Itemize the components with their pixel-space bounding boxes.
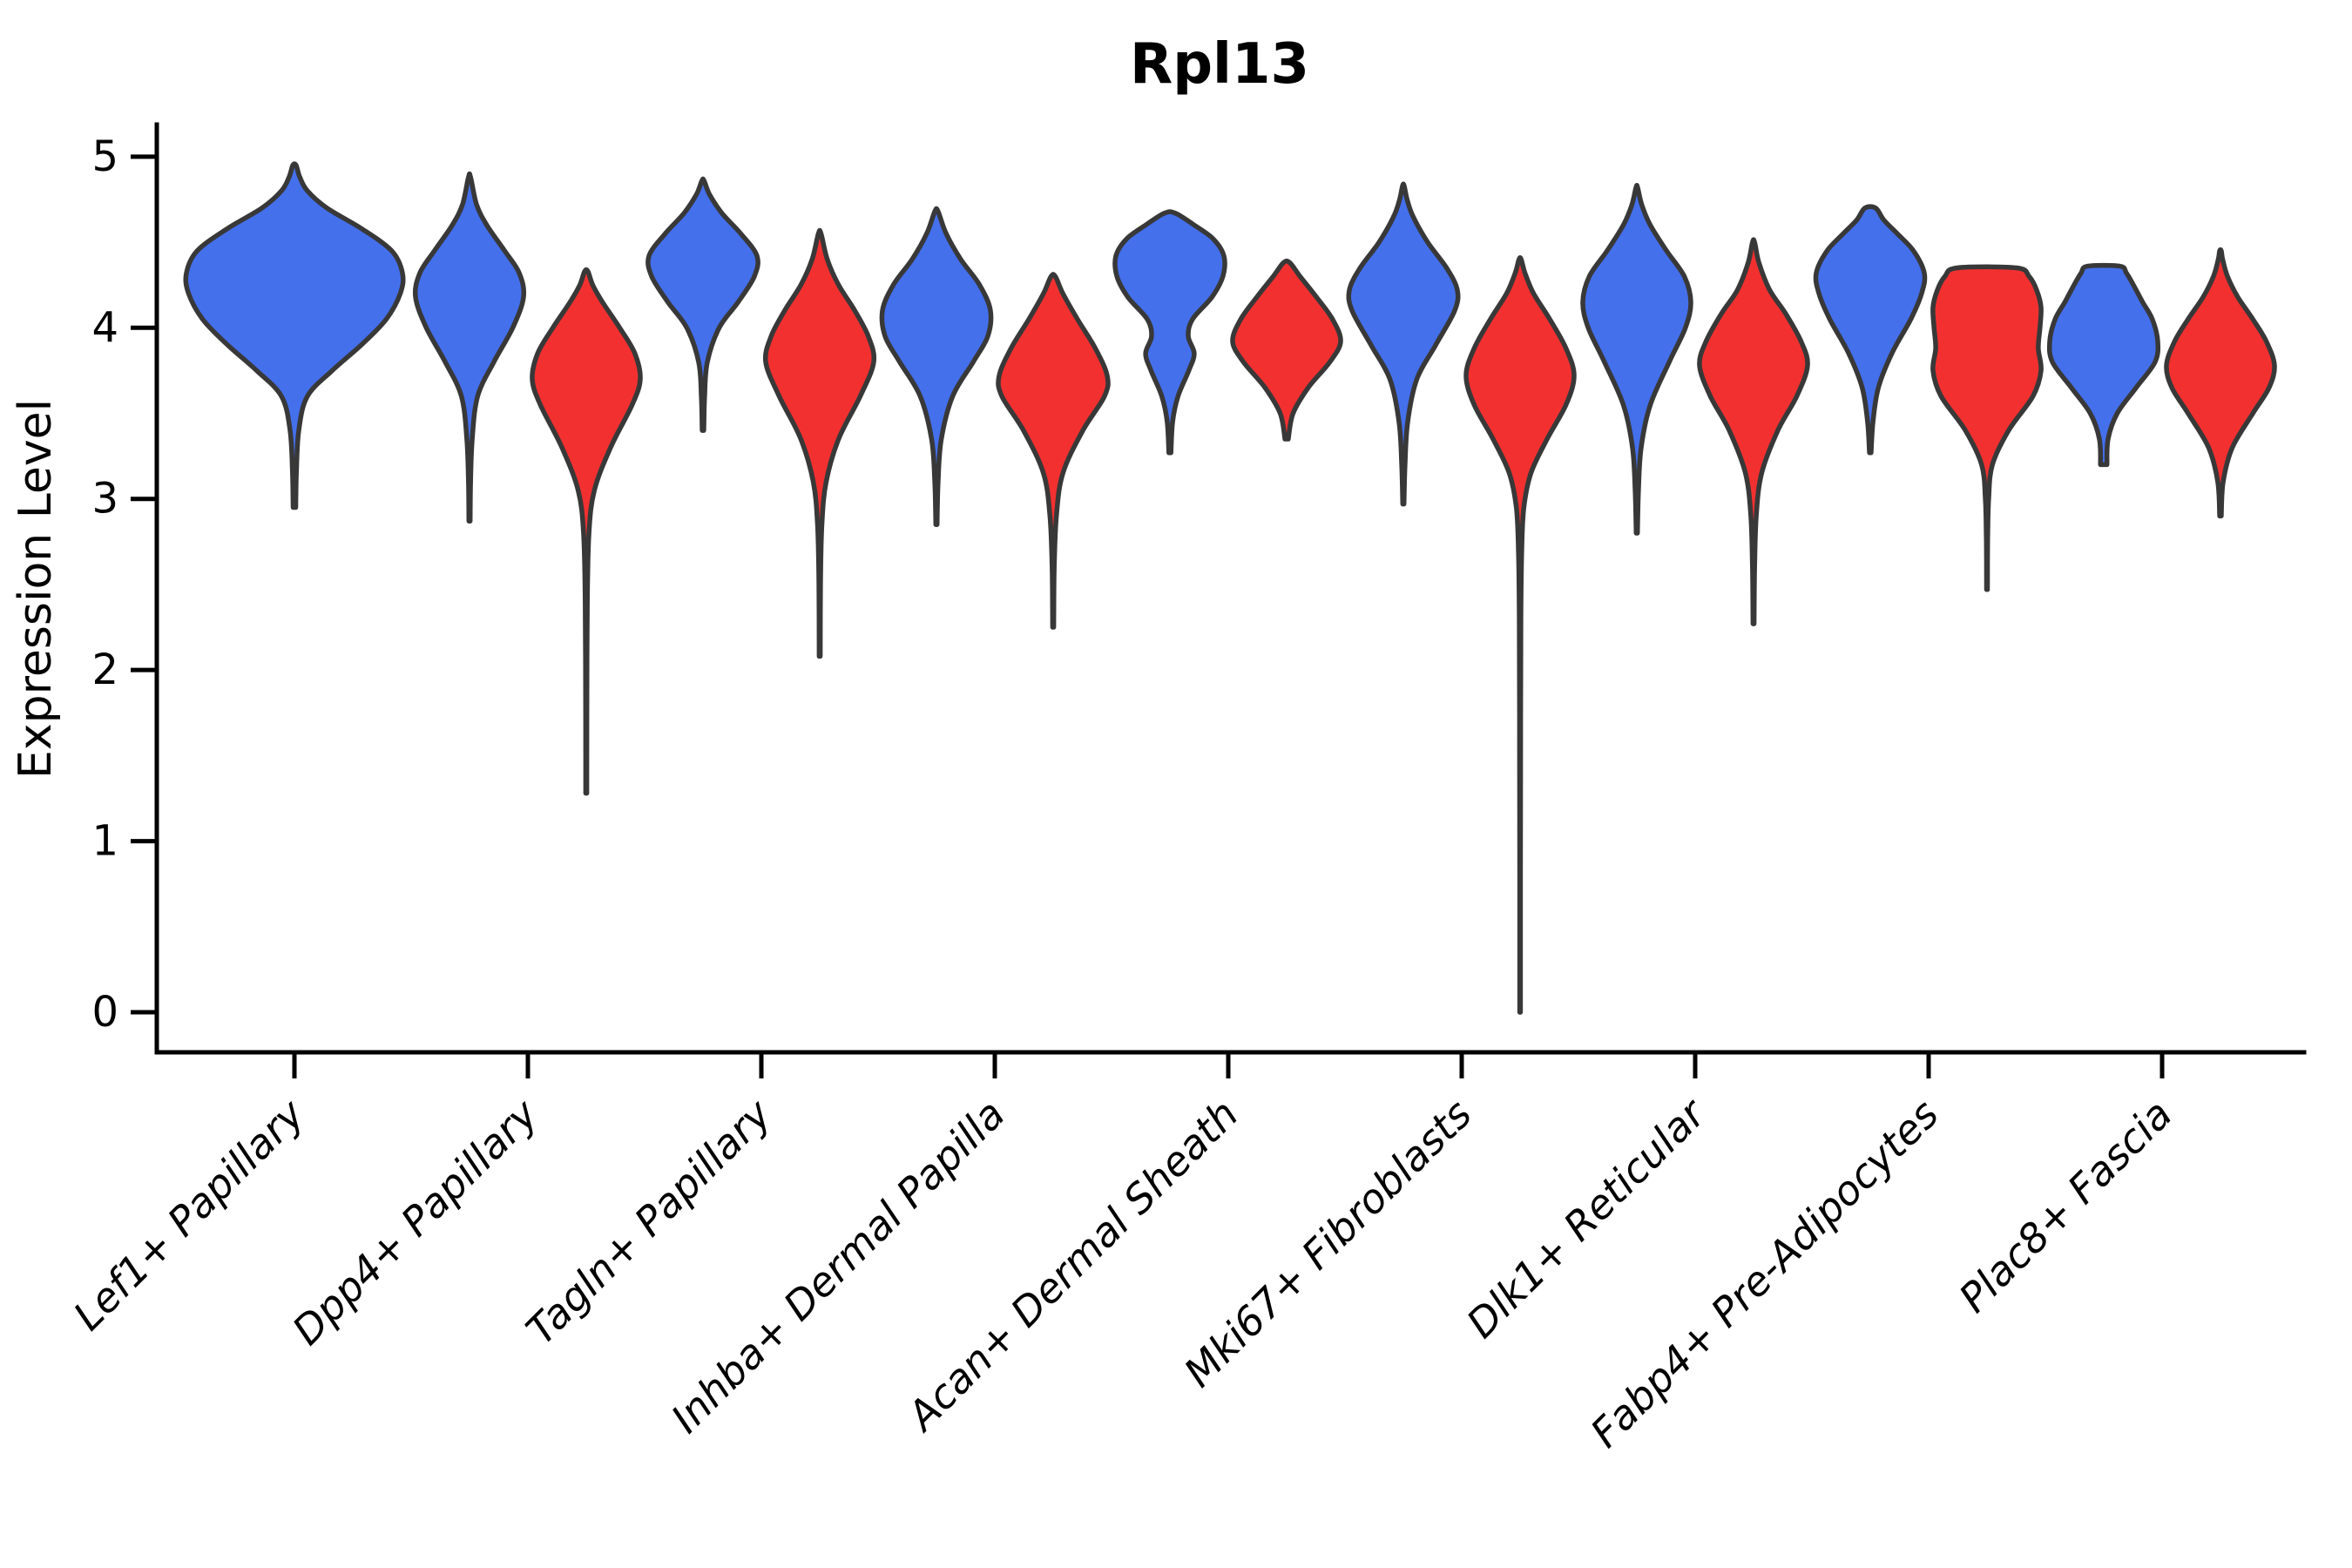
violin-tagln-papillary-red (762, 227, 877, 659)
violin-dpp4-papillary-red (530, 267, 643, 796)
violins-layer (183, 161, 2277, 1015)
violin-lef1-papillary-blue (183, 161, 406, 510)
violin-acan-dermal-sheath-red (1230, 258, 1343, 442)
y-tick-label: 2 (91, 645, 118, 694)
x-tick-label: Dpp4+ Papillary (283, 1090, 547, 1354)
violin-fabp4-pre-adipocytes-red (1930, 264, 2044, 592)
x-tick-label: Lef1+ Papillary (64, 1090, 314, 1339)
violin-tagln-papillary-blue (645, 176, 760, 433)
violin-inhba-dermal-papilla-red (996, 272, 1111, 630)
violin-fabp4-pre-adipocytes-blue (1813, 204, 1928, 456)
violin-dlk1-reticular-red (1697, 237, 1810, 626)
x-tick-label: Tagln+ Papillary (517, 1090, 781, 1354)
y-tick-label: 3 (91, 475, 118, 524)
y-tick-label: 4 (91, 303, 118, 352)
violin-plac8-fascia-blue (2046, 262, 2161, 468)
violin-mki67-fibroblasts-blue (1346, 181, 1461, 507)
violin-dlk1-reticular-blue (1580, 182, 1693, 536)
violin-inhba-dermal-papilla-blue (879, 206, 994, 527)
x-tick-label: Dlk1+ Reticular (1457, 1088, 1716, 1347)
violin-mki67-fibroblasts-red (1463, 255, 1577, 1015)
violin-plac8-fascia-red (2164, 247, 2277, 519)
violin-acan-dermal-sheath-blue (1112, 209, 1227, 456)
violin-dpp4-papillary-blue (412, 171, 527, 524)
y-tick-label: 5 (91, 132, 118, 181)
y-axis-label: Expression Level (10, 399, 62, 779)
y-tick-label: 0 (91, 988, 118, 1037)
chart-title: Rpl13 (1130, 32, 1309, 97)
x-tick-label: Plac8+ Fascia (1950, 1091, 2180, 1321)
y-tick-label: 1 (91, 817, 118, 866)
